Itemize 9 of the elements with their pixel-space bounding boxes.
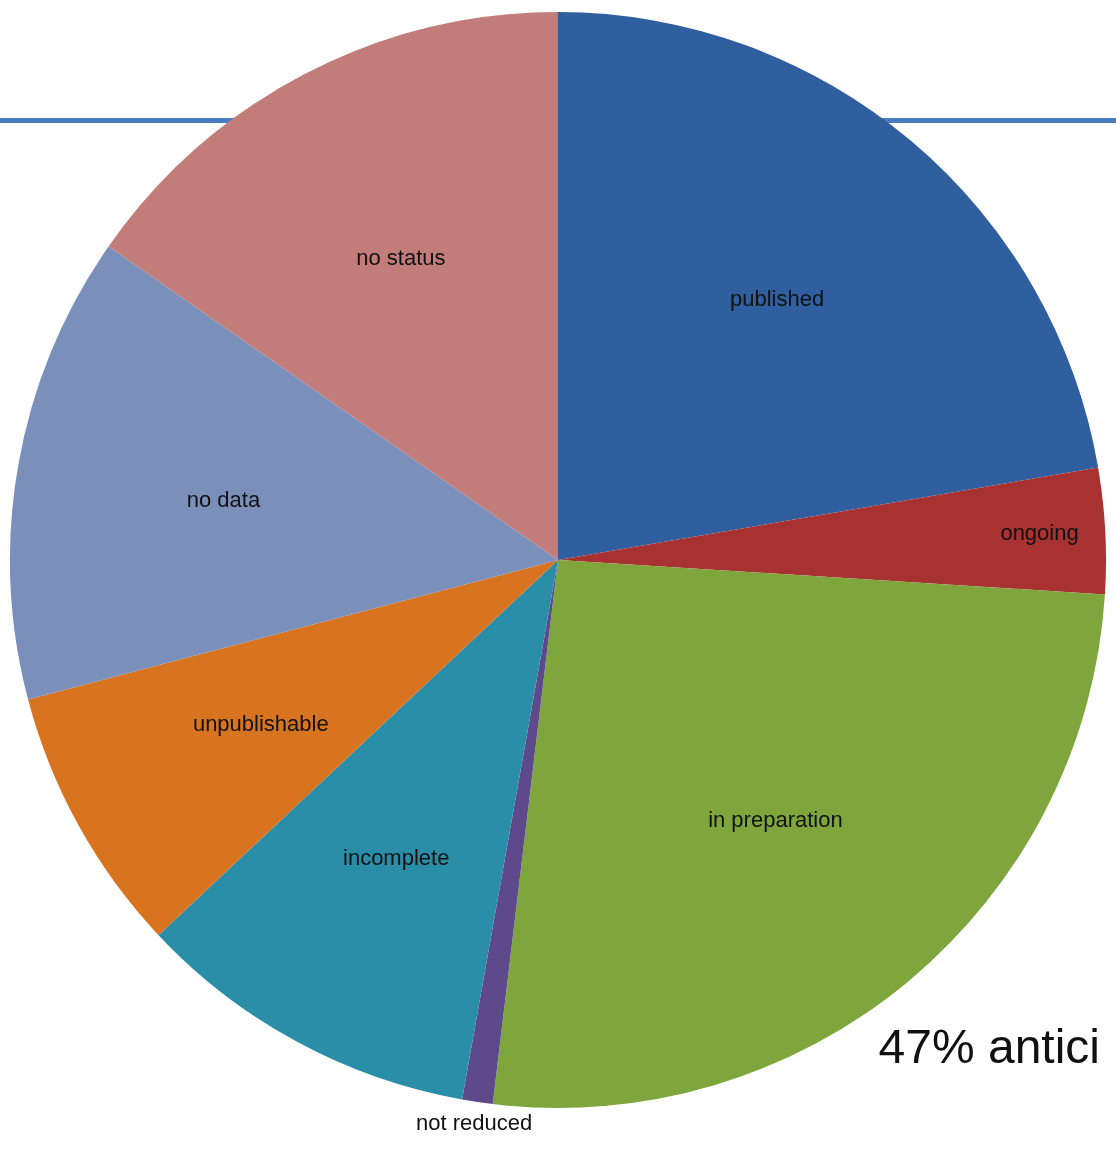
slice-label: in preparation [708,807,843,833]
text: 47% antici [878,1020,1100,1074]
slice-label: published [729,286,825,312]
slice-label: no data [186,486,261,512]
slice-label: unpublishable [192,710,329,736]
slice-label: incomplete [343,844,450,870]
slice-label: no status [356,244,446,270]
slice-label: ongoing [1000,520,1079,546]
slice-label: not reduced [416,1109,533,1135]
